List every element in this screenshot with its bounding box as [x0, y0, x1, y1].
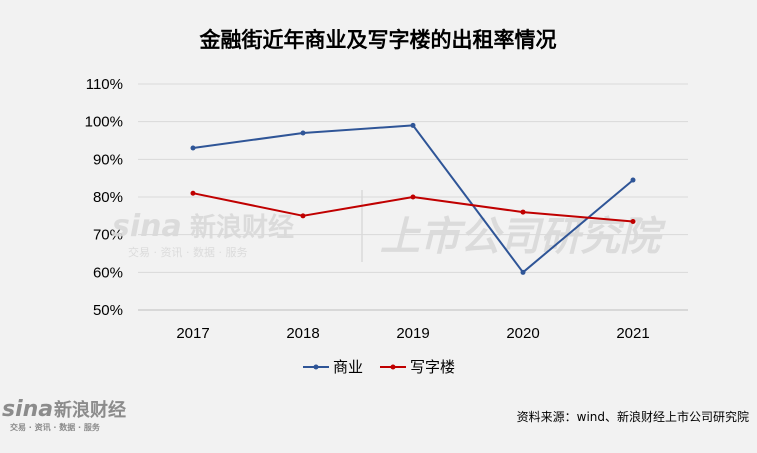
y-tick-label: 100%: [85, 114, 123, 131]
data-point: [190, 190, 196, 196]
logo-brand: sina: [2, 397, 53, 422]
data-point: [190, 145, 196, 151]
watermark-brand-cn: 新浪财经: [190, 212, 294, 243]
y-tick-label: 60%: [93, 264, 123, 281]
legend: 商业 写字楼: [303, 358, 455, 376]
watermark-institute: 上市公司研究院: [380, 214, 666, 260]
watermark-tagline: 交易 · 资讯 · 数据 · 服务: [128, 245, 247, 259]
data-point: [300, 213, 306, 219]
y-tick-label: 110%: [86, 76, 123, 93]
watermark: sina 新浪财经 交易 · 资讯 · 数据 · 服务 上市公司研究院: [112, 190, 666, 262]
x-tick-label: 2020: [506, 325, 539, 342]
y-tick-label: 90%: [93, 151, 123, 168]
x-tick-label: 2017: [176, 325, 209, 342]
data-point: [520, 209, 526, 215]
watermark-brand: sina: [112, 209, 182, 244]
logo-tagline: 交易 · 资讯 · 数据 · 服务: [10, 422, 101, 432]
data-point: [410, 194, 416, 200]
data-point: [410, 122, 416, 128]
data-point: [630, 218, 636, 224]
chart-title: 金融街近年商业及写字楼的出租率情况: [199, 28, 557, 52]
y-axis-tick-labels: 50% 60% 70% 80% 90% 100% 110%: [85, 76, 123, 319]
x-tick-label: 2019: [396, 325, 429, 342]
legend-marker: [390, 364, 396, 370]
x-tick-label: 2021: [616, 325, 649, 342]
y-tick-label: 80%: [93, 189, 123, 206]
data-point: [630, 177, 636, 183]
data-point: [520, 269, 526, 275]
legend-marker: [313, 364, 319, 370]
x-axis-tick-labels: 2017 2018 2019 2020 2021: [176, 325, 649, 342]
legend-label: 商业: [333, 358, 363, 376]
source-note: 资料来源：wind、新浪财经上市公司研究院: [517, 409, 749, 424]
legend-label: 写字楼: [410, 358, 455, 376]
sina-logo: sina 新浪财经 交易 · 资讯 · 数据 · 服务: [2, 397, 126, 432]
y-tick-label: 50%: [93, 302, 123, 319]
series-group: [190, 122, 636, 275]
x-tick-label: 2018: [286, 325, 319, 342]
logo-brand-cn: 新浪财经: [54, 399, 126, 421]
data-point: [300, 130, 306, 136]
y-tick-label: 70%: [93, 227, 123, 244]
